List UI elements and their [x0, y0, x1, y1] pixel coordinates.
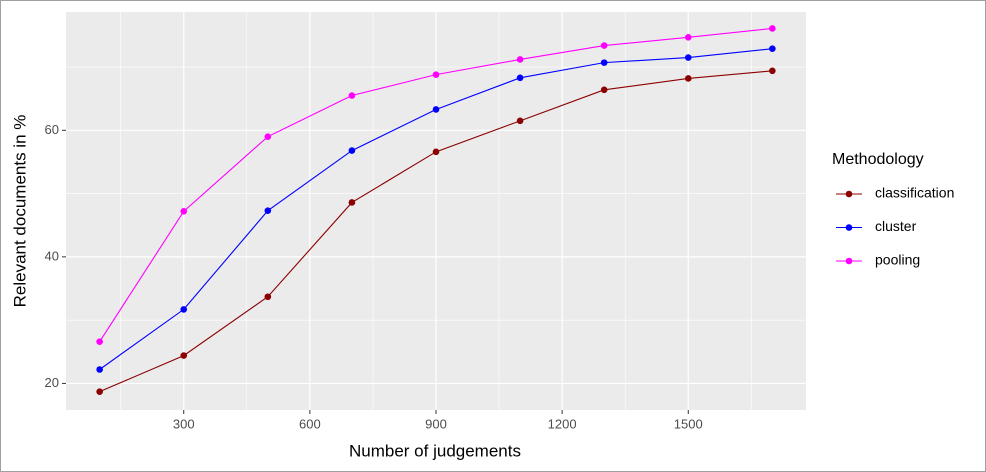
data-point: [96, 388, 103, 395]
data-point: [348, 147, 356, 154]
legend-title: Methodology: [832, 151, 924, 168]
y-tick-label: 20: [45, 375, 59, 390]
data-point: [264, 133, 272, 140]
x-tick-label: 1200: [548, 416, 577, 431]
data-point: [600, 86, 608, 94]
legend-key-point: [845, 224, 853, 231]
data-point: [96, 338, 103, 345]
data-point: [516, 117, 524, 125]
data-point: [348, 199, 356, 206]
data-point: [348, 92, 356, 99]
y-tick-label: 60: [45, 122, 59, 137]
legend-label: pooling: [875, 252, 920, 268]
data-point: [600, 42, 608, 49]
data-point: [769, 45, 776, 52]
data-point: [264, 207, 272, 214]
data-point: [769, 67, 776, 75]
y-axis-label: Relevant documents in %: [10, 115, 29, 308]
data-point: [684, 54, 692, 61]
x-axis-label: Number of judgements: [349, 441, 521, 460]
data-point: [180, 208, 188, 215]
data-point: [516, 56, 524, 63]
data-point: [769, 25, 776, 32]
data-point: [432, 71, 440, 78]
data-point: [600, 59, 608, 66]
legend-label: cluster: [875, 218, 917, 234]
x-tick-label: 300: [173, 416, 195, 431]
legend-key-point: [845, 257, 853, 265]
data-point: [684, 34, 692, 41]
legend-key-point: [845, 190, 853, 198]
data-point: [684, 75, 692, 82]
x-tick-label: 1500: [674, 416, 703, 431]
data-point: [180, 352, 188, 359]
x-tick-label: 600: [299, 416, 321, 431]
data-point: [432, 106, 440, 113]
data-point: [516, 74, 524, 82]
data-point: [96, 366, 103, 373]
data-point: [180, 306, 188, 313]
legend-label: classification: [875, 185, 954, 201]
data-point: [432, 148, 440, 156]
x-tick-label: 900: [425, 416, 447, 431]
data-point: [264, 293, 272, 301]
y-tick-label: 40: [45, 248, 59, 263]
